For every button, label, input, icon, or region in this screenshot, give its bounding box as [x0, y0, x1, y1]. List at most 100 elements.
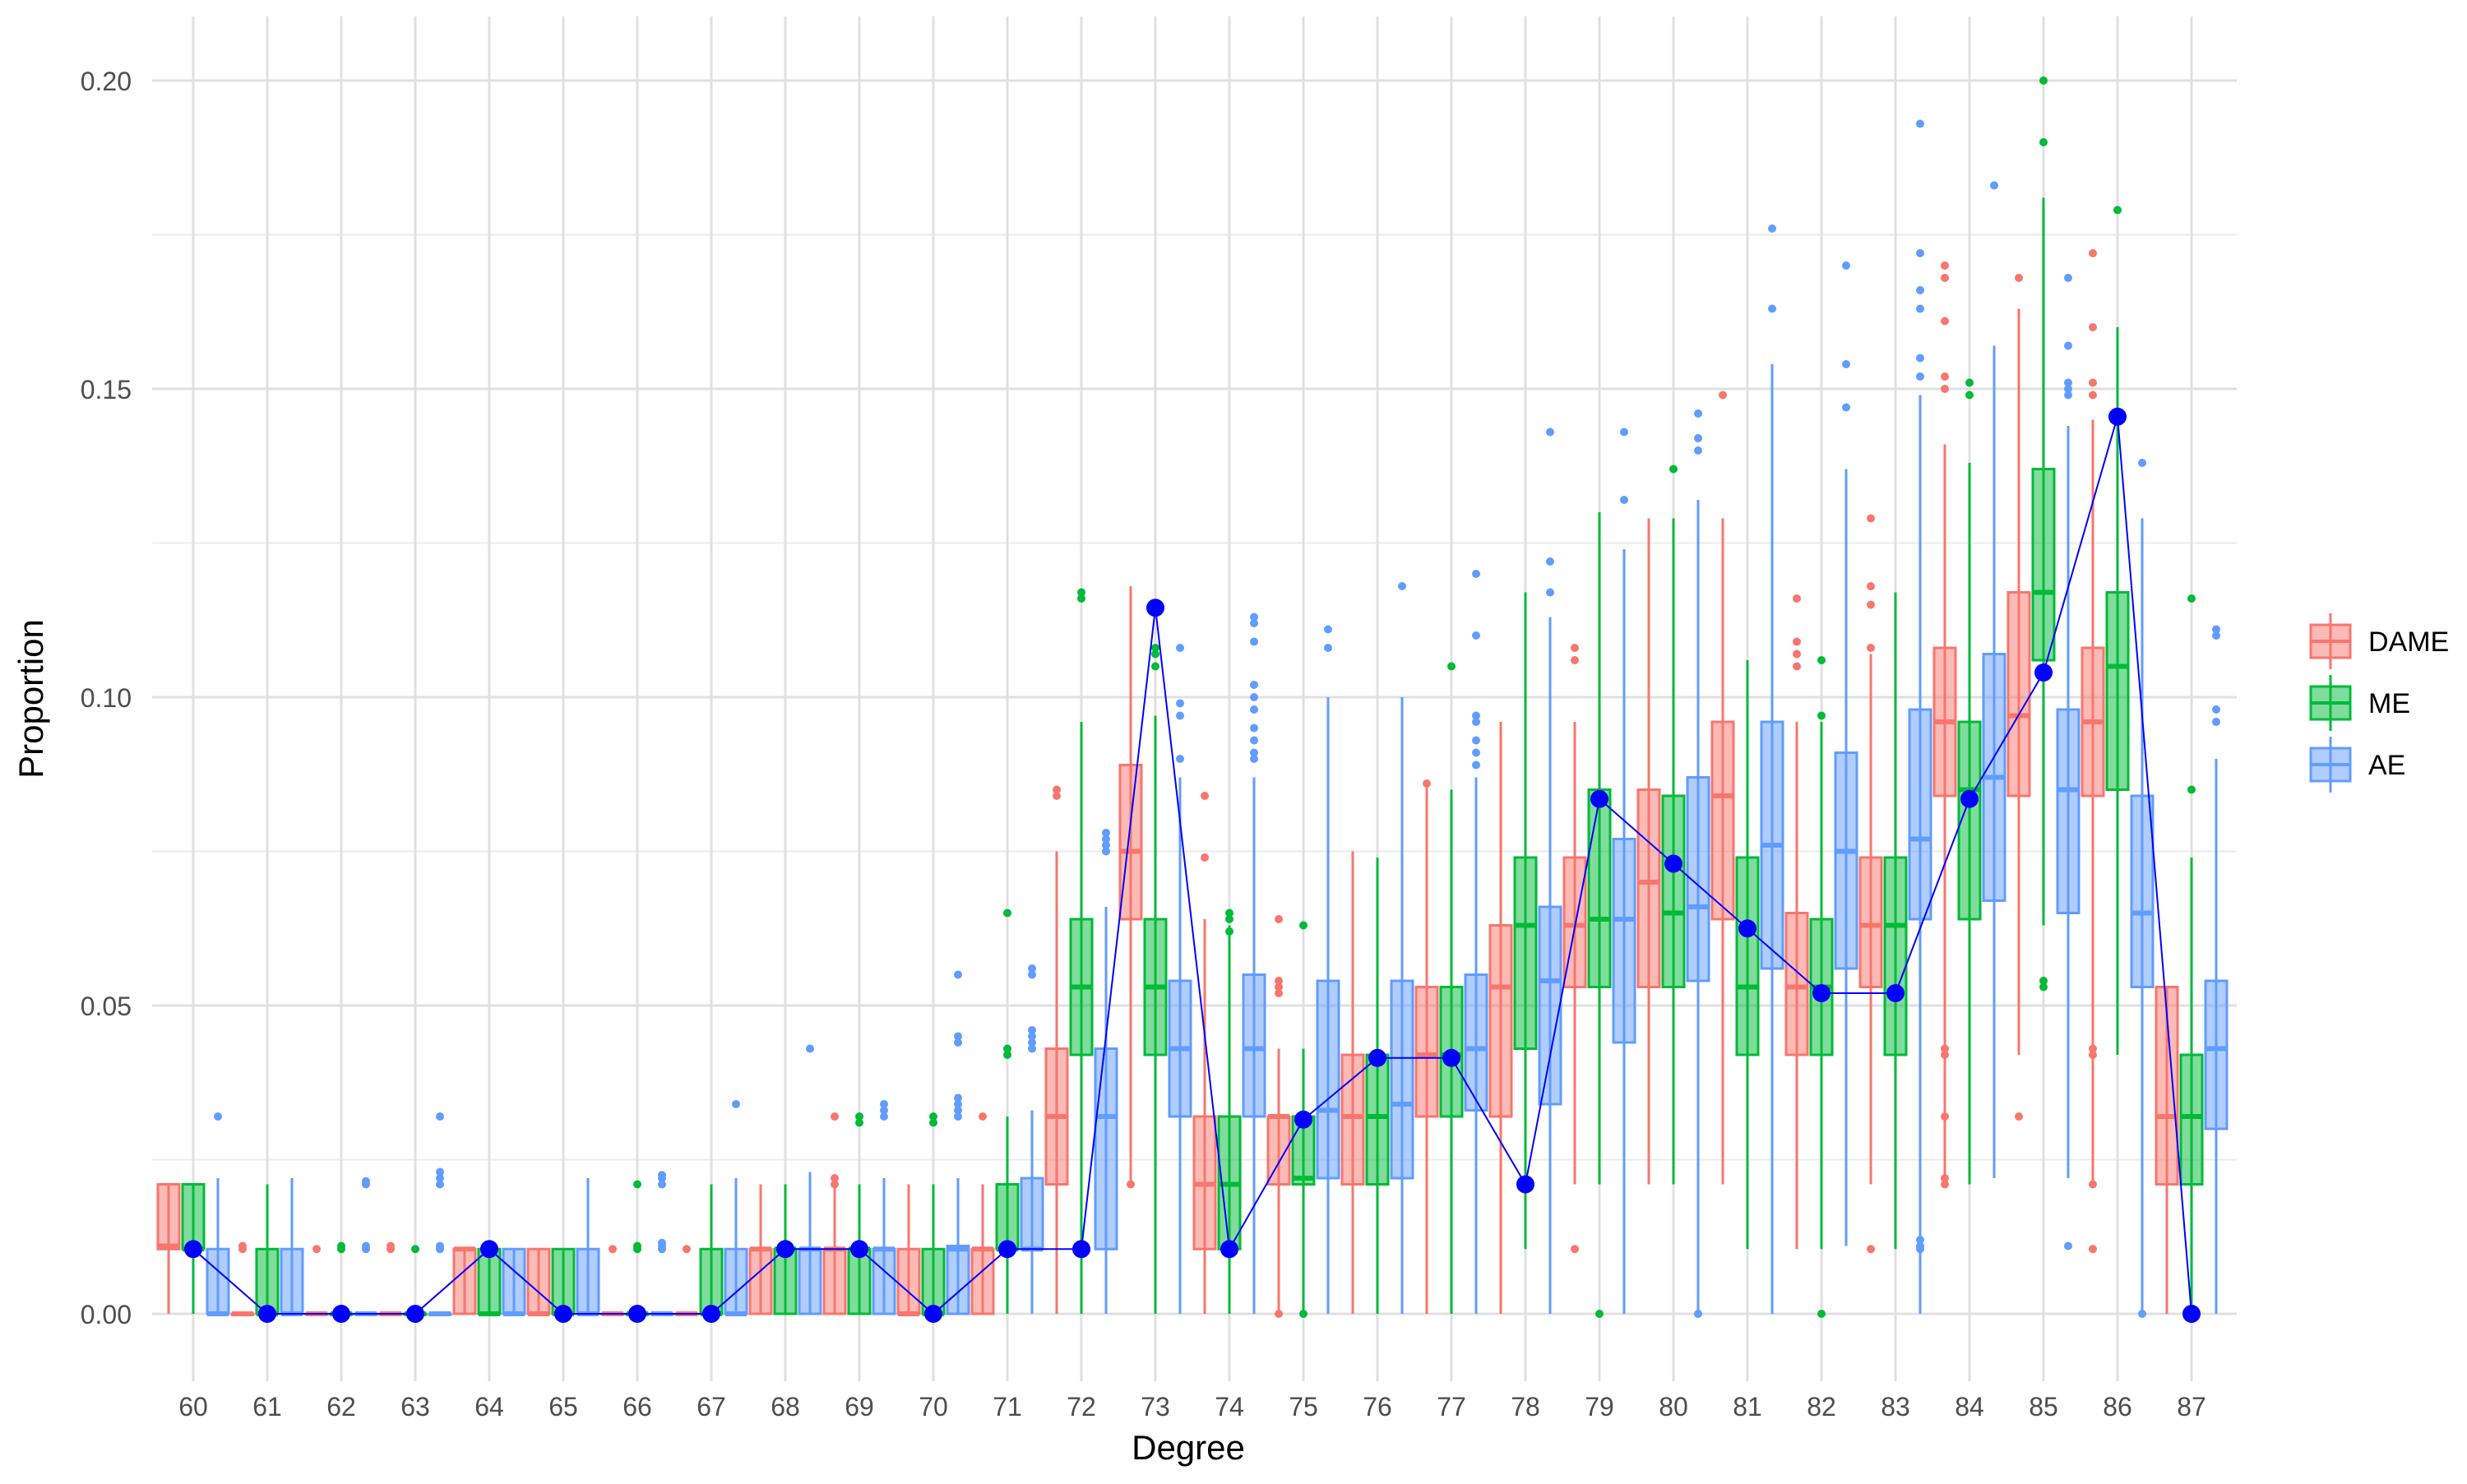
outlier-point	[1571, 644, 1579, 652]
outlier-point	[1324, 625, 1332, 634]
box-me-83	[1883, 592, 1908, 1250]
x-tick-label: 79	[1585, 1392, 1614, 1422]
outlier-point	[954, 1100, 962, 1108]
outlier-point	[1595, 1310, 1604, 1318]
box-body	[896, 1247, 921, 1315]
box-ae-87	[2204, 625, 2229, 1314]
outlier-point	[1077, 588, 1085, 597]
outlier-point	[1965, 378, 1974, 387]
overlay-point	[1664, 854, 1682, 873]
box-dame-70	[896, 1184, 921, 1316]
box-body	[1414, 986, 1439, 1118]
box-ae-73	[1168, 644, 1192, 1314]
box-ae-64	[502, 1247, 526, 1316]
outlier-point	[1077, 594, 1085, 603]
axis-layer: 0.00 0.05 0.10 0.15 0.20 60 61 62 63 64 65 66 67 68 69…	[81, 67, 2206, 1422]
box-me-85	[2031, 76, 2056, 992]
outlier-point	[2089, 378, 2097, 387]
box-body	[2031, 468, 2056, 662]
box-ae-76	[1390, 582, 1414, 1314]
overlay-point	[1886, 984, 1905, 1002]
outlier-point	[2089, 391, 2097, 400]
outlier-point	[337, 1241, 345, 1251]
x-tick-label: 76	[1363, 1392, 1392, 1422]
outlier-point	[386, 1241, 395, 1251]
box-body	[1883, 856, 1908, 1056]
outlier-point	[436, 1174, 444, 1182]
y-tick-label: 0.00	[81, 1300, 132, 1329]
outlier-point	[1225, 915, 1234, 923]
outlier-point	[1324, 644, 1332, 652]
outlier-point	[1151, 644, 1159, 652]
outlier-point	[609, 1245, 617, 1254]
box-dame-67	[674, 1245, 699, 1316]
box-body	[502, 1247, 526, 1315]
outlier-point	[1965, 391, 1974, 400]
box-me-86	[2105, 206, 2130, 1055]
x-tick-label: 63	[400, 1392, 430, 1422]
outlier-point	[214, 1112, 222, 1121]
outlier-point	[1423, 779, 1431, 788]
overlay-point	[1220, 1240, 1238, 1259]
overlay-point	[406, 1305, 424, 1323]
outlier-point	[929, 1118, 937, 1127]
outlier-point	[1225, 908, 1234, 918]
outlier-point	[1694, 409, 1702, 418]
x-tick-label: 74	[1215, 1392, 1244, 1422]
outlier-point	[1250, 637, 1258, 646]
overlay-line-layer	[184, 407, 2201, 1323]
box-body	[1858, 856, 1883, 988]
outlier-point	[1275, 982, 1283, 992]
outlier-point	[1275, 915, 1283, 923]
overlay-point	[1146, 599, 1164, 617]
x-tick-label: 85	[2029, 1392, 2058, 1422]
box-body	[2204, 979, 2229, 1130]
overlay-point	[480, 1240, 498, 1259]
outlier-point	[1151, 662, 1159, 671]
outlier-point	[1546, 588, 1554, 597]
overlay-point	[702, 1305, 720, 1323]
box-ae-81	[1760, 224, 1784, 1314]
outlier-point	[1028, 1044, 1036, 1053]
box-ae-62	[354, 1177, 378, 1316]
outlier-point	[1102, 841, 1110, 849]
box-body	[255, 1247, 280, 1315]
outlier-point	[658, 1174, 666, 1182]
overlay-point	[2108, 407, 2127, 426]
box-ae-78	[1538, 428, 1562, 1314]
outlier-point	[2089, 249, 2097, 257]
outlier-point	[1176, 644, 1184, 652]
overlay-point	[628, 1305, 646, 1323]
box-me-70	[921, 1112, 946, 1316]
box-dame-69	[822, 1112, 847, 1315]
outlier-point	[2089, 1051, 2097, 1059]
x-tick-label: 77	[1437, 1392, 1466, 1422]
box-dame-81	[1710, 391, 1735, 1185]
outlier-point	[1472, 631, 1480, 640]
outlier-point	[1941, 261, 1949, 270]
box-dame-76	[1340, 851, 1365, 1314]
box-body	[798, 1247, 822, 1315]
y-tick-label: 0.15	[81, 375, 132, 405]
legend-label: DAME	[2368, 626, 2449, 658]
outlier-point	[1201, 853, 1209, 862]
outlier-point	[1176, 711, 1184, 720]
overlay-point	[1072, 1240, 1090, 1259]
box-body	[452, 1247, 477, 1315]
box-ae-77	[1464, 570, 1488, 1314]
box-ae-61	[280, 1178, 304, 1316]
outlier-point	[1102, 834, 1110, 844]
box-dame-71	[970, 1112, 995, 1315]
outlier-point	[2113, 206, 2122, 215]
outlier-point	[1620, 428, 1628, 437]
box-body	[526, 1247, 551, 1315]
box-dame-77	[1414, 779, 1439, 1314]
box-body	[1908, 708, 1932, 921]
box-body	[1390, 979, 1414, 1180]
box-ae-86	[2130, 459, 2155, 1318]
outlier-point	[1250, 681, 1258, 689]
box-ae-66	[650, 1171, 674, 1316]
box-ae-85	[2056, 274, 2081, 1251]
outlier-point	[954, 970, 962, 979]
outlier-point	[1472, 736, 1480, 745]
